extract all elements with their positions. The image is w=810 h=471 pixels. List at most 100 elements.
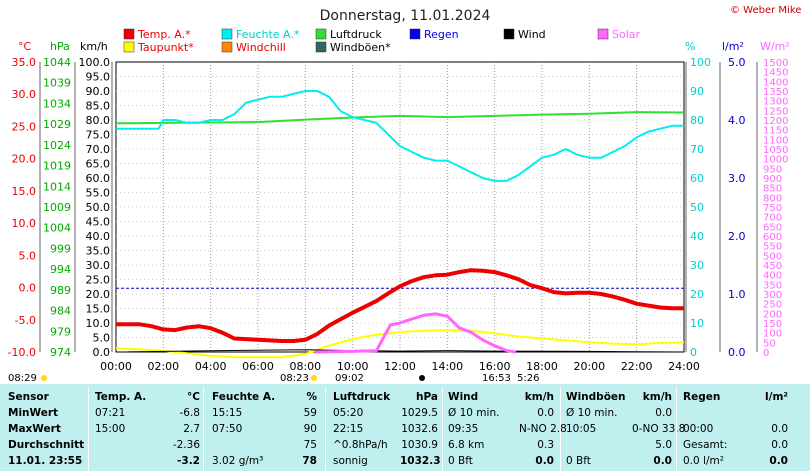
table-cell: 22:15: [333, 423, 364, 435]
axis-tick-kmh: 60.0: [86, 172, 111, 185]
axis-tick-pct: 90: [690, 85, 704, 98]
table-row-label: Durchschnitt: [8, 439, 85, 451]
table-cell: Ø 10 min.: [448, 407, 500, 419]
table-cell: 1030.9: [401, 439, 438, 451]
table-header: %: [306, 391, 317, 403]
series-line-taupunkt: [115, 329, 685, 359]
table-row-label: MinWert: [8, 407, 59, 419]
axis-tick-x: 16:00: [479, 360, 511, 373]
axis-tick-hpa: 974: [50, 346, 71, 359]
table-cell: 07:21: [95, 407, 126, 419]
axis-tick-temp: 30.0: [12, 88, 37, 101]
table-cell: 09:35: [448, 423, 479, 435]
table-cell: 0.0: [771, 439, 788, 451]
axis-tick-kmh: 40.0: [86, 230, 111, 243]
axis-tick-hpa: 1019: [43, 160, 71, 173]
legend-label: Regen: [424, 28, 459, 41]
axis-tick-kmh: 90.0: [86, 85, 111, 98]
axis-tick-solar: 500: [763, 251, 782, 262]
table-cell: 05:20: [333, 407, 364, 419]
table-cell: 0.0: [771, 423, 788, 435]
axis-tick-rain: 0.0: [728, 346, 746, 359]
table-cell: 3.02 g/m³: [212, 455, 264, 467]
series-line-luftdruck: [115, 111, 685, 125]
sun-icon: [311, 375, 317, 381]
axis-tick-solar: 50: [763, 338, 776, 349]
axis-tick-x: 18:00: [526, 360, 558, 373]
table-cell: 0.0 l/m²: [683, 455, 724, 467]
moonset-time: 08:29: [8, 373, 37, 384]
table-cell: 10:05: [566, 423, 597, 435]
stats-table: Sensor Temp. A. °C Feuchte A.% Luftdruck hPa W…: [0, 384, 810, 471]
table-header: hPa: [416, 391, 438, 403]
table-header: Windböen: [566, 391, 626, 403]
axis-tick-x: 08:00: [289, 360, 321, 373]
other-time: 5:26: [517, 373, 539, 384]
axis-tick-kmh: 35.0: [86, 245, 111, 258]
table-cell: 6.8 km: [448, 439, 485, 451]
axis-tick-solar: 200: [763, 309, 782, 320]
axis-tick-x: 06:00: [242, 360, 274, 373]
legend-swatch: [123, 41, 135, 53]
legend-swatch: [409, 28, 421, 40]
legend-label: Luftdruck: [330, 28, 382, 41]
legend-swatch: [597, 28, 609, 40]
table-cell: 2.7: [183, 423, 200, 435]
table-header: °C: [187, 391, 200, 403]
axis-tick-pct: 30: [690, 259, 704, 272]
legend-label: Taupunkt*: [137, 41, 194, 54]
axis-tick-solar: 950: [763, 164, 782, 175]
axis-tick-solar: 400: [763, 271, 782, 282]
table-cell: 59: [303, 407, 317, 419]
table-cell: 00:00: [683, 423, 714, 435]
axis-tick-x: 02:00: [147, 360, 179, 373]
axis-tick-kmh: 95.0: [86, 71, 111, 84]
axis-tick-pct: 40: [690, 230, 704, 243]
legend-swatch: [123, 28, 135, 40]
table-cell: -2.36: [172, 439, 200, 451]
axis-tick-hpa: 1024: [43, 139, 71, 152]
axis-tick-solar: 1000: [763, 155, 788, 166]
axis-tick-solar: 1100: [763, 135, 788, 146]
sunset-time: 16:53: [482, 373, 511, 384]
axis-tick-x: 14:00: [431, 360, 463, 373]
table-cell: sonnig: [333, 455, 368, 467]
axis-tick-solar: 150: [763, 319, 782, 330]
table-divider: [560, 387, 561, 471]
axis-tick-solar: 350: [763, 280, 782, 291]
axis-tick-kmh: 25.0: [86, 274, 111, 287]
moon-icon: [41, 375, 47, 381]
axis-unit-rain: l/m²: [722, 40, 744, 53]
axis-tick-kmh: 30.0: [86, 259, 111, 272]
table-cell: 5.0: [655, 439, 672, 451]
axis-tick-x: 10:00: [337, 360, 369, 373]
table-cell: 1032.3: [400, 455, 441, 467]
axis-tick-temp: 25.0: [12, 120, 37, 133]
table-cell: 0.0: [655, 407, 672, 419]
legend-label: Windchill: [236, 41, 286, 54]
axis-tick-kmh: 5.0: [93, 332, 111, 345]
table-cell: 0.3: [537, 439, 554, 451]
table-cell: Ø 10 min.: [566, 407, 618, 419]
axis-tick-solar: 600: [763, 232, 782, 243]
table-header: Temp. A.: [95, 391, 147, 403]
credit-text: © Weber Mike: [730, 5, 801, 16]
table-cell: N-NO 2.8: [519, 423, 567, 435]
axis-tick-kmh: 65.0: [86, 158, 111, 171]
legend-label: Solar: [612, 28, 641, 41]
axis-tick-kmh: 70.0: [86, 143, 111, 156]
axis-tick-pct: 0: [690, 346, 697, 359]
series-line-feuchtea: [116, 90, 684, 182]
axis-tick-solar: 1500: [763, 58, 788, 69]
legend-swatch: [315, 41, 327, 53]
axis-tick-kmh: 15.0: [86, 303, 111, 316]
axis-unit-temp: °C: [18, 40, 32, 53]
axis-unit-solar: W/m²: [760, 40, 790, 53]
axis-tick-temp: 0.0: [19, 282, 37, 295]
axis-tick-solar: 1200: [763, 116, 788, 127]
axis-tick-temp: -10.0: [8, 346, 36, 359]
axis-tick-solar: 1450: [763, 68, 788, 79]
axis-tick-kmh: 10.0: [86, 317, 111, 330]
axis-tick-hpa: 1014: [43, 180, 71, 193]
axis-tick-solar: 1400: [763, 77, 788, 88]
